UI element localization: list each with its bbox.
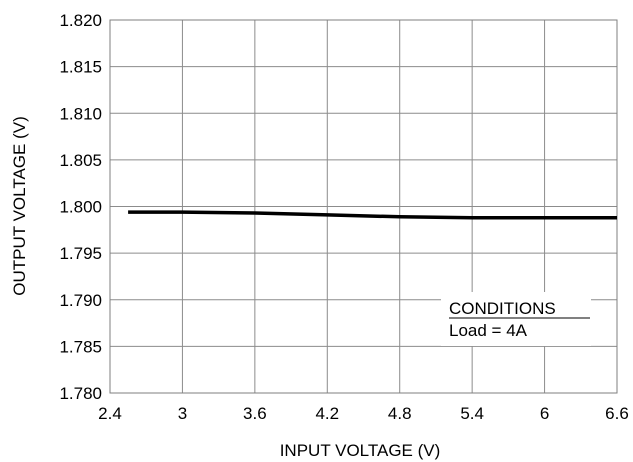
- x-axis-title: INPUT VOLTAGE (V): [280, 441, 441, 460]
- conditions-text: Load = 4A: [449, 321, 528, 340]
- conditions-title: CONDITIONS: [449, 299, 556, 318]
- y-tick-label: 1.820: [59, 11, 102, 30]
- x-tick-label: 5.4: [460, 404, 484, 423]
- plot-frame: [109, 19, 618, 394]
- y-tick-label: 1.780: [59, 384, 102, 403]
- series-layer: [128, 210, 617, 220]
- x-tick-label: 3: [178, 404, 187, 423]
- y-tick-label: 1.800: [59, 198, 102, 217]
- y-tick-label: 1.810: [59, 104, 102, 123]
- x-tick-label: 4.2: [315, 404, 339, 423]
- x-tick-label: 6: [540, 404, 549, 423]
- y-tick-label: 1.795: [59, 244, 102, 263]
- y-tick-label: 1.805: [59, 151, 102, 170]
- y-tick-labels: 1.780 1.785 1.790 1.795 1.800 1.805 1.810 1.815…: [59, 11, 102, 403]
- y-tick-label: 1.790: [59, 291, 102, 310]
- x-tick-label: 6.6: [605, 404, 629, 423]
- x-tick-label: 2.4: [98, 404, 122, 423]
- y-axis-title: OUTPUT VOLTAGE (V): [10, 116, 29, 295]
- y-tick-label: 1.815: [59, 58, 102, 77]
- series-line: [128, 210, 617, 220]
- y-tick-label: 1.785: [59, 337, 102, 356]
- x-tick-label: 3.6: [243, 404, 267, 423]
- conditions-box: [441, 292, 591, 346]
- x-tick-labels: 2.4 3 3.6 4.2 4.8 5.4 6 6.6: [98, 404, 629, 423]
- x-tick-label: 4.8: [388, 404, 412, 423]
